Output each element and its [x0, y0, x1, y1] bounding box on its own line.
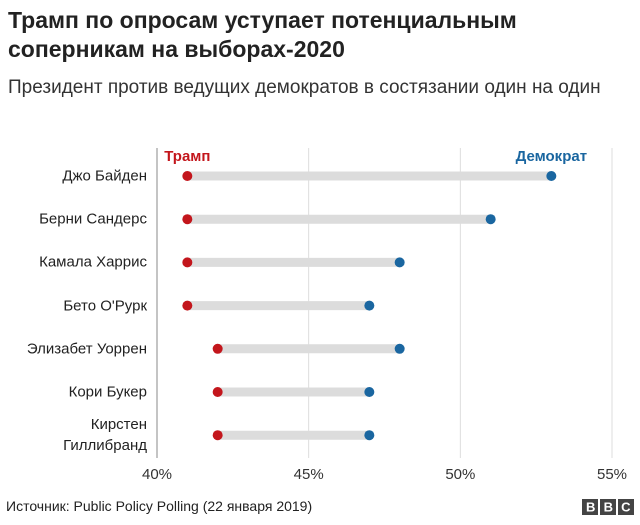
category-label: Кирстен Гиллибранд	[63, 416, 147, 455]
x-tick-label: 45%	[294, 466, 324, 483]
category-label: Берни Сандерс	[39, 210, 147, 228]
category-label: Кори Букер	[68, 383, 147, 401]
dot	[212, 387, 223, 397]
legend-label: Трамп	[164, 148, 210, 165]
source: Источник: Public Policy Polling (22 янва…	[6, 498, 313, 514]
dot	[394, 257, 405, 268]
dot	[364, 430, 375, 441]
category-label: Бето О'Рурк	[63, 297, 147, 315]
x-tick-label: 50%	[445, 466, 475, 483]
dot	[212, 343, 223, 354]
x-tick-label: 40%	[142, 466, 172, 483]
dot	[182, 257, 193, 268]
dot	[182, 300, 193, 311]
logo-box	[600, 499, 616, 515]
dot	[364, 387, 375, 397]
dot	[182, 214, 193, 225]
dot	[394, 343, 405, 354]
legend-label: Демократ	[516, 148, 587, 165]
logo: BBC	[586, 499, 639, 514]
dot	[485, 214, 496, 225]
logo-box	[618, 499, 634, 515]
dot	[364, 300, 375, 311]
chart-subtitle: Президент против ведущих демократов в со…	[8, 77, 601, 98]
dot	[546, 171, 557, 181]
category-label: Джо Байден	[62, 167, 147, 185]
category-label: Камала Харрис	[39, 253, 147, 271]
dot	[182, 171, 193, 181]
dot	[212, 430, 223, 441]
logo-box	[582, 499, 598, 515]
chart-title: Трамп по опросам уступает потенциальным …	[8, 7, 517, 62]
x-tick-label: 55%	[597, 466, 627, 483]
category-label: Элизабет Уоррен	[26, 340, 147, 358]
